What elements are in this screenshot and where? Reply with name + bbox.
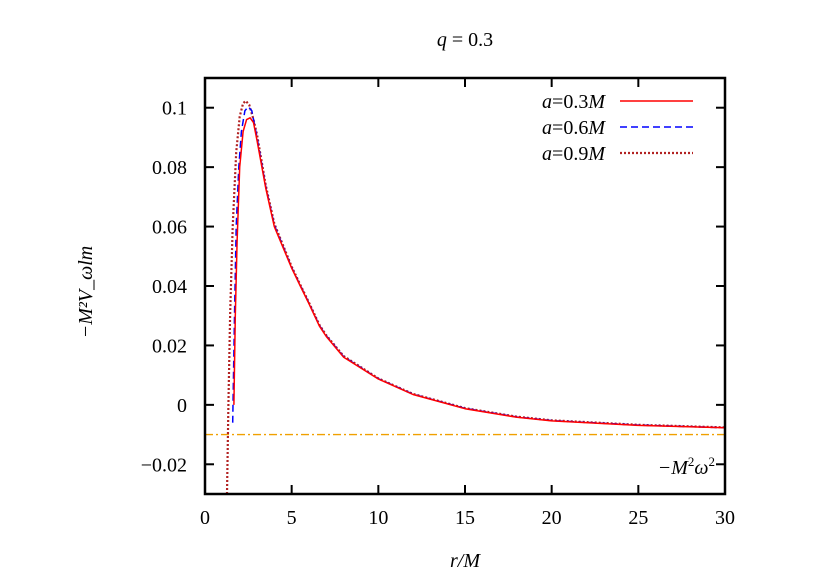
legend-var: a (542, 91, 552, 113)
legend-label-3: a=0.9M (542, 143, 606, 165)
y-tick-label: 0 (177, 395, 187, 417)
x-tick-label: 0 (200, 507, 210, 529)
legend-var: a (542, 117, 552, 139)
y-tick-label: 0.08 (152, 157, 187, 179)
x-tick-label: 5 (287, 507, 297, 529)
legend-unit: M (587, 91, 606, 113)
plot-area (203, 76, 727, 496)
series-line-1 (233, 117, 725, 429)
x-tick-label: 20 (542, 507, 562, 529)
y-tick-label: −0.02 (141, 454, 187, 476)
y-tick-label: 0.02 (152, 335, 187, 357)
axis-ticks: 0 5 10 15 20 25 30 −0.02 0 0.02 0.04 0.06 0.08 0.1 (141, 78, 735, 529)
legend-var: a (542, 143, 552, 165)
x-tick-label: 25 (628, 507, 648, 529)
legend-unit: M (587, 143, 606, 165)
plot-frame (203, 76, 727, 496)
legend-val: =0.6 (552, 117, 588, 139)
series-line-2 (231, 106, 725, 429)
chart-title: q = 0.3 (437, 29, 493, 51)
x-axis-label: r/M (450, 550, 481, 572)
y-tick-label: 0.04 (152, 276, 187, 298)
legend: a=0.3Ma=0.6Ma=0.9M (542, 91, 693, 165)
x-tick-label: 15 (455, 507, 475, 529)
y-tick-label: 0.1 (162, 98, 187, 120)
legend-unit: M (587, 117, 606, 139)
legend-val: =0.9 (552, 143, 588, 165)
x-tick-label: 30 (715, 507, 735, 529)
legend-label-1: a=0.3M (542, 91, 606, 113)
x-tick-label: 10 (368, 507, 388, 529)
y-axis-label: −M²V_ωlm (75, 246, 97, 339)
hline-label: −M2ω2 (658, 454, 715, 479)
legend-val: =0.3 (552, 91, 588, 113)
legend-label-2: a=0.6M (542, 117, 606, 139)
y-tick-label: 0.06 (152, 217, 187, 239)
